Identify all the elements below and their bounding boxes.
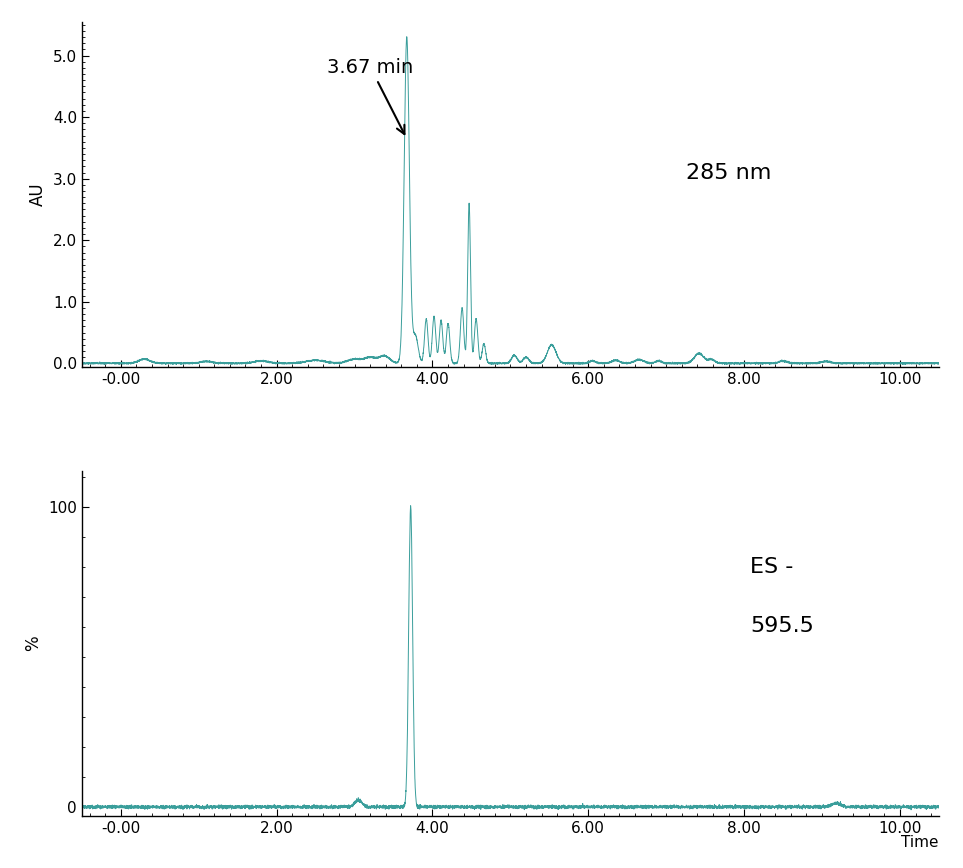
Text: 3.67 min: 3.67 min — [327, 58, 413, 134]
Text: 285 nm: 285 nm — [686, 162, 771, 182]
Text: ES -: ES - — [750, 557, 794, 577]
Text: 595.5: 595.5 — [750, 616, 815, 636]
Text: Time: Time — [901, 835, 939, 850]
Y-axis label: AU: AU — [29, 182, 47, 207]
Y-axis label: %: % — [25, 635, 42, 651]
